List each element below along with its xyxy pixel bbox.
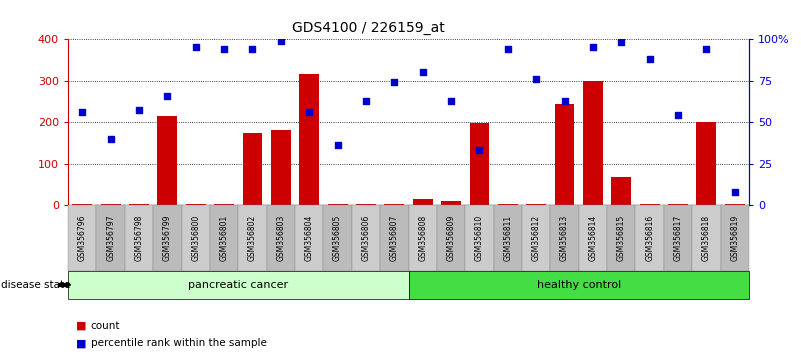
Bar <box>158 116 177 205</box>
Text: GSM356817: GSM356817 <box>674 215 682 261</box>
Bar <box>611 177 631 205</box>
Text: GSM356801: GSM356801 <box>219 215 228 261</box>
Point <box>331 143 344 148</box>
Text: count: count <box>91 321 120 331</box>
Text: GSM356798: GSM356798 <box>135 215 143 261</box>
Text: GSM356797: GSM356797 <box>107 215 115 261</box>
Text: GSM356796: GSM356796 <box>78 215 87 261</box>
Point <box>388 79 400 85</box>
Bar <box>129 204 149 205</box>
Bar <box>498 204 517 205</box>
Text: ■: ■ <box>76 321 87 331</box>
Text: GSM356813: GSM356813 <box>560 215 569 261</box>
Bar <box>101 204 121 205</box>
Bar <box>526 204 546 205</box>
Point <box>671 113 684 118</box>
Text: GSM356803: GSM356803 <box>276 215 285 261</box>
Text: GSM356811: GSM356811 <box>503 215 513 261</box>
Text: GSM356812: GSM356812 <box>532 215 541 261</box>
Point <box>728 189 741 195</box>
Bar <box>554 104 574 205</box>
Bar <box>441 201 461 205</box>
Text: healthy control: healthy control <box>537 280 621 290</box>
Point <box>303 109 316 115</box>
Text: percentile rank within the sample: percentile rank within the sample <box>91 338 267 348</box>
Text: GSM356818: GSM356818 <box>702 215 710 261</box>
Bar <box>696 122 716 205</box>
Point <box>501 46 514 52</box>
Point <box>104 136 117 142</box>
Text: GSM356814: GSM356814 <box>589 215 598 261</box>
Text: ■: ■ <box>76 338 87 348</box>
Text: GSM356800: GSM356800 <box>191 215 200 261</box>
Bar <box>668 204 688 205</box>
Bar <box>186 204 206 205</box>
Point <box>246 46 259 52</box>
Bar <box>72 204 92 205</box>
Text: GSM356807: GSM356807 <box>390 215 399 261</box>
Text: GSM356799: GSM356799 <box>163 215 172 261</box>
Point <box>445 98 457 103</box>
Point <box>133 108 146 113</box>
Text: GSM356804: GSM356804 <box>304 215 314 261</box>
Text: GSM356819: GSM356819 <box>731 215 739 261</box>
Point <box>360 98 372 103</box>
Bar <box>469 124 489 205</box>
Point <box>76 109 89 115</box>
Bar <box>328 204 348 205</box>
Bar <box>214 204 234 205</box>
Point <box>218 46 231 52</box>
Bar <box>413 199 433 205</box>
Bar <box>271 131 291 205</box>
Point <box>643 56 656 62</box>
Bar <box>300 74 319 205</box>
Bar <box>356 204 376 205</box>
Text: GSM356806: GSM356806 <box>361 215 370 261</box>
Bar <box>725 204 745 205</box>
Bar <box>243 132 263 205</box>
Point <box>161 93 174 98</box>
Text: GSM356802: GSM356802 <box>248 215 257 261</box>
Point <box>529 76 542 82</box>
Point <box>417 69 429 75</box>
Point <box>189 45 202 50</box>
Point <box>700 46 713 52</box>
Point <box>615 39 628 45</box>
Text: GSM356810: GSM356810 <box>475 215 484 261</box>
Point <box>558 98 571 103</box>
Text: GSM356809: GSM356809 <box>447 215 456 261</box>
Bar <box>640 204 659 205</box>
Text: GSM356808: GSM356808 <box>418 215 427 261</box>
Text: GSM356816: GSM356816 <box>645 215 654 261</box>
Text: pancreatic cancer: pancreatic cancer <box>188 280 288 290</box>
Point <box>275 38 288 44</box>
Bar <box>583 80 603 205</box>
Text: GSM356815: GSM356815 <box>617 215 626 261</box>
Point <box>586 45 599 50</box>
Text: disease state: disease state <box>1 280 70 290</box>
Bar <box>384 204 405 205</box>
Text: GSM356805: GSM356805 <box>333 215 342 261</box>
Text: GDS4100 / 226159_at: GDS4100 / 226159_at <box>292 21 445 35</box>
Point <box>473 148 486 153</box>
